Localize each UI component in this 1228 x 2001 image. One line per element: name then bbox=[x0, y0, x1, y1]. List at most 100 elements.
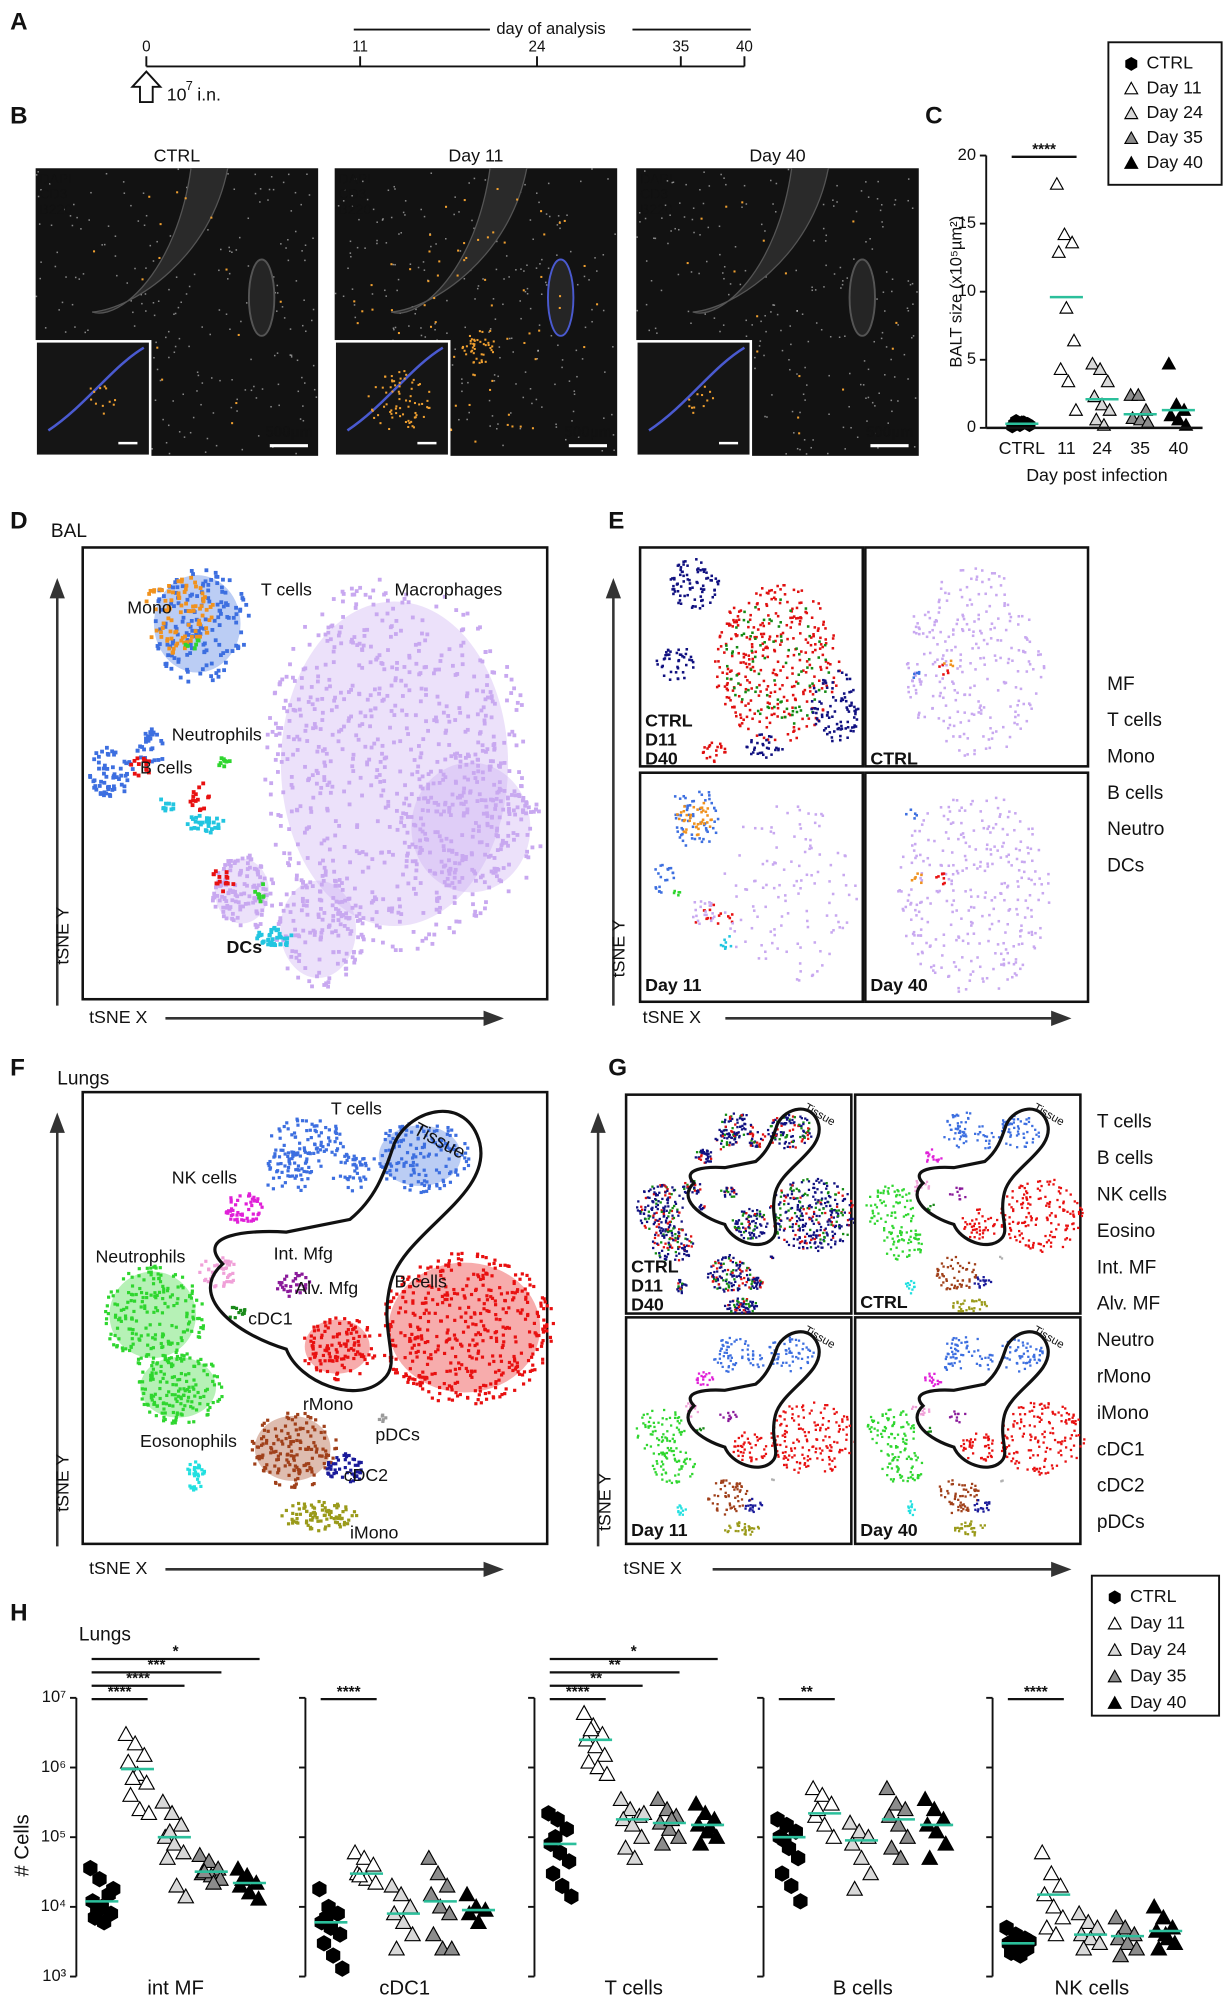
cell-dot bbox=[226, 615, 231, 620]
cell-dot bbox=[154, 1266, 158, 1270]
cell-dot bbox=[377, 691, 381, 696]
cell-dot bbox=[1010, 864, 1013, 867]
cell-dot bbox=[221, 604, 226, 609]
cell-dot bbox=[180, 619, 185, 624]
cell-dot bbox=[113, 1315, 118, 1319]
cell-dot bbox=[458, 710, 463, 715]
cell-dot bbox=[473, 776, 478, 780]
cell-dot bbox=[425, 632, 430, 637]
cell-dot bbox=[479, 798, 484, 802]
cell-dot bbox=[180, 635, 185, 640]
speckle bbox=[556, 254, 558, 256]
cell-dot bbox=[134, 1332, 138, 1336]
cell-dot bbox=[901, 855, 905, 859]
cell-dot bbox=[464, 1159, 469, 1164]
cell-dot bbox=[188, 1294, 192, 1298]
cell-dot bbox=[1027, 851, 1030, 855]
cell-dot bbox=[210, 602, 215, 607]
speckle bbox=[301, 324, 304, 327]
cell-dot bbox=[773, 861, 776, 864]
cell-dot bbox=[163, 1301, 167, 1306]
speckle bbox=[283, 317, 286, 319]
cell-dot bbox=[510, 729, 515, 734]
cell-dot bbox=[684, 796, 687, 800]
cell-dot bbox=[294, 955, 299, 960]
cell-dot bbox=[363, 744, 368, 749]
cell-dot bbox=[426, 782, 431, 787]
cell-dot bbox=[268, 716, 272, 720]
cell-dot bbox=[270, 729, 275, 734]
cell-dot bbox=[329, 708, 334, 713]
cell-dot bbox=[163, 624, 168, 629]
cell-dot bbox=[227, 862, 231, 867]
day-label: 11 bbox=[352, 38, 368, 55]
cell-dot bbox=[414, 868, 419, 873]
cell-dot bbox=[942, 872, 946, 875]
cell-dot bbox=[380, 618, 385, 623]
cell-dot bbox=[398, 398, 401, 401]
cell-dot bbox=[484, 900, 488, 905]
speckle bbox=[509, 337, 511, 340]
cell-dot bbox=[344, 911, 349, 916]
speckle bbox=[863, 360, 866, 362]
cell-dot bbox=[474, 878, 478, 883]
cell-dot bbox=[371, 409, 374, 412]
cell-dot bbox=[260, 908, 265, 913]
cell-dot bbox=[326, 630, 331, 635]
cell-dot bbox=[723, 651, 726, 654]
cell-dot bbox=[104, 1317, 109, 1321]
cell-dot bbox=[676, 582, 679, 586]
cell-dot bbox=[230, 911, 235, 916]
cell-dot bbox=[799, 946, 802, 949]
cell-dot bbox=[423, 831, 428, 836]
cell-dot bbox=[346, 896, 351, 901]
cell-dot bbox=[287, 719, 292, 723]
cell-dot bbox=[793, 697, 797, 701]
cell-dot bbox=[422, 1142, 427, 1146]
cell-dot bbox=[913, 672, 916, 676]
cell-dot bbox=[704, 827, 708, 830]
cell-dot bbox=[399, 678, 404, 683]
cell-dot bbox=[989, 585, 993, 589]
cell-dot bbox=[319, 906, 323, 911]
cell-dot bbox=[193, 799, 198, 803]
cell-dot bbox=[964, 890, 967, 893]
tissue-label: Lungs bbox=[57, 1068, 109, 1089]
cell-dot bbox=[447, 719, 452, 724]
cell-dot bbox=[760, 733, 764, 736]
cell-dot bbox=[796, 682, 800, 685]
speckle bbox=[390, 216, 393, 219]
cell-dot bbox=[951, 821, 955, 824]
cell-dot bbox=[149, 727, 154, 732]
cell-dot bbox=[166, 1358, 170, 1363]
cell-dot bbox=[277, 1127, 281, 1131]
cell-dot bbox=[279, 1161, 283, 1166]
cell-dot bbox=[779, 621, 782, 624]
cell-dot bbox=[479, 708, 484, 713]
cell-dot bbox=[751, 631, 754, 635]
cell-dot bbox=[767, 747, 771, 750]
cell-dot bbox=[973, 684, 976, 688]
cell-dot bbox=[755, 635, 758, 639]
cell-dot bbox=[773, 690, 777, 694]
speckle bbox=[101, 244, 103, 246]
cell-dot bbox=[105, 1304, 109, 1308]
cell-dot bbox=[959, 721, 963, 724]
speckle bbox=[638, 212, 641, 214]
cell-dot bbox=[1034, 870, 1037, 873]
cell-dot bbox=[847, 893, 851, 897]
cell-dot bbox=[464, 694, 469, 699]
speckle bbox=[645, 260, 648, 262]
cell-dot bbox=[331, 896, 336, 900]
cell-dot bbox=[336, 918, 341, 922]
cell-dot bbox=[447, 805, 452, 810]
cell-dot bbox=[143, 731, 148, 736]
cell-dot bbox=[709, 916, 713, 920]
speckle bbox=[891, 290, 893, 293]
cell-dot bbox=[939, 806, 943, 809]
cell-dot bbox=[776, 715, 779, 718]
cell-dot bbox=[729, 944, 733, 948]
cell-dot bbox=[117, 1337, 121, 1341]
speckle bbox=[723, 277, 725, 280]
cell-dot bbox=[673, 889, 676, 893]
